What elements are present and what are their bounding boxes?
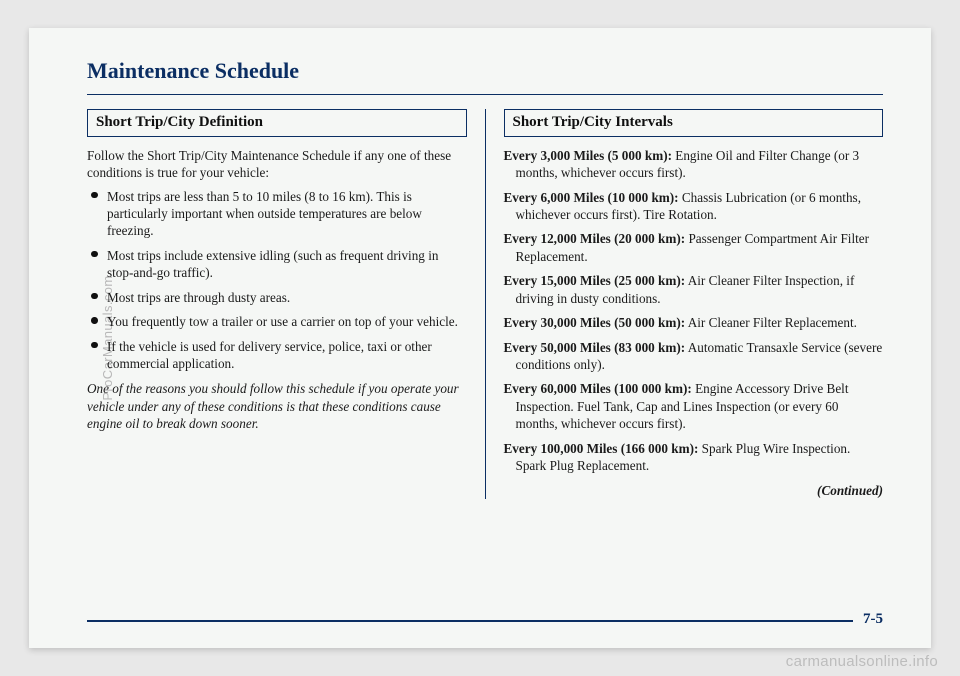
condition-item: If the vehicle is used for delivery serv… [87,338,467,373]
left-column: Short Trip/City Definition Follow the Sh… [87,109,486,499]
interval-item: Every 3,000 Miles (5 000 km): Engine Oil… [504,147,884,182]
continued-label: (Continued) [504,482,884,499]
interval-item: Every 12,000 Miles (20 000 km): Passenge… [504,230,884,265]
interval-item: Every 15,000 Miles (25 000 km): Air Clea… [504,272,884,307]
condition-item: Most trips include extensive idling (suc… [87,247,467,282]
page-title: Maintenance Schedule [87,58,883,84]
title-rule [87,94,883,95]
content-columns: Short Trip/City Definition Follow the Sh… [87,109,883,499]
condition-item: Most trips are through dusty areas. [87,289,467,306]
condition-item: Most trips are less than 5 to 10 miles (… [87,188,467,240]
interval-item: Every 50,000 Miles (83 000 km): Automati… [504,339,884,374]
interval-item: Every 30,000 Miles (50 000 km): Air Clea… [504,314,884,331]
interval-item: Every 60,000 Miles (100 000 km): Engine … [504,380,884,432]
manual-page: ProCarManuals.com Maintenance Schedule S… [29,28,931,648]
definition-intro: Follow the Short Trip/City Maintenance S… [87,147,467,182]
definition-note: One of the reasons you should follow thi… [87,380,467,432]
watermark-bottom: carmanualsonline.info [786,653,938,670]
definition-heading: Short Trip/City Definition [87,109,467,137]
page-number: 7-5 [853,611,883,628]
footer-rule [87,620,883,622]
interval-item: Every 6,000 Miles (10 000 km): Chassis L… [504,189,884,224]
right-column: Short Trip/City Intervals Every 3,000 Mi… [486,109,884,499]
interval-item: Every 100,000 Miles (166 000 km): Spark … [504,440,884,475]
condition-item: You frequently tow a trailer or use a ca… [87,313,467,330]
page-footer: 7-5 [87,620,883,622]
conditions-list: Most trips are less than 5 to 10 miles (… [87,188,467,373]
intervals-heading: Short Trip/City Intervals [504,109,884,137]
